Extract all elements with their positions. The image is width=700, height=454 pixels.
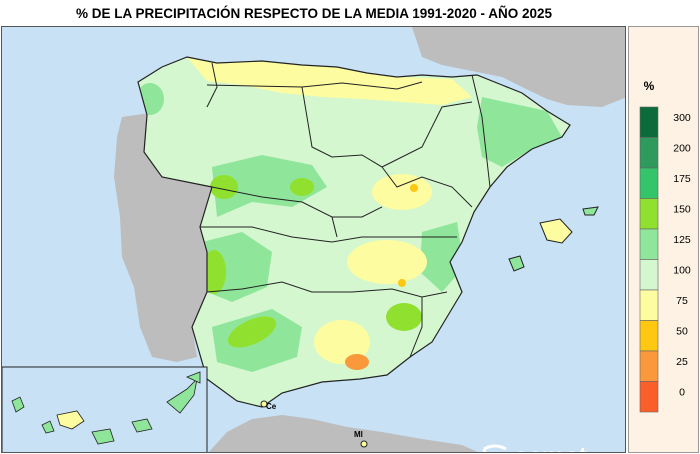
legend-panel: % 300 200 175 150 125 100 75 50 25 0 [628, 26, 699, 453]
africa-land [208, 415, 478, 452]
island-ibiza [508, 255, 525, 272]
map-svg [2, 27, 625, 452]
melilla-marker [360, 440, 368, 448]
legend-label-75: 75 [676, 295, 688, 307]
zone-spot-150-b [290, 178, 314, 196]
aemet-logo-text: aemet [514, 441, 587, 452]
legend-scale: 300 200 175 150 125 100 75 50 25 0 [639, 106, 691, 413]
portugal-land [114, 113, 212, 362]
legend-label-0: 0 [679, 387, 685, 399]
zone-south-25 [345, 354, 369, 370]
legend-label-300: 300 [673, 112, 691, 124]
legend-label-200: 200 [673, 143, 691, 155]
legend-label-25: 25 [676, 356, 688, 368]
legend-swatch-150 [639, 198, 659, 230]
island-menorca [582, 206, 599, 216]
legend-label-175: 175 [673, 173, 691, 185]
legend-swatch-50 [639, 320, 659, 352]
zone-center-75-a [372, 174, 432, 210]
zone-south-75 [314, 320, 370, 364]
legend-unit: % [643, 79, 655, 93]
zone-spot-150-d [227, 316, 277, 348]
legend-label-100: 100 [673, 265, 691, 277]
zone-valencia-125 [420, 222, 464, 292]
zone-spot-150-e [386, 303, 422, 331]
legend-swatch-300 [639, 106, 659, 138]
region-borders [200, 62, 491, 358]
legend-swatch-175 [639, 167, 659, 199]
legend-swatch-125 [639, 228, 659, 260]
map-panel: Ce Ml aemet [1, 26, 626, 453]
legend-label-125: 125 [673, 234, 691, 246]
legend-swatch-25 [639, 350, 659, 382]
zone-spot-50-b [398, 279, 406, 287]
legend-label-150: 150 [673, 204, 691, 216]
canary-islands [11, 371, 201, 445]
zone-north-75 [187, 57, 472, 105]
legend-swatch-200 [639, 137, 659, 169]
ceuta-marker [260, 400, 268, 408]
city-label-melilla: Ml [354, 430, 363, 439]
legend-label-50: 50 [676, 326, 688, 338]
zone-spot-150-c [202, 250, 226, 294]
legend-swatch-75 [639, 289, 659, 321]
city-label-ceuta: Ce [266, 402, 277, 411]
zone-spot-150-a [210, 175, 238, 199]
zone-center-75-b [347, 240, 427, 284]
aemet-logo-icon [482, 444, 507, 452]
zone-northeast-125 [477, 97, 562, 167]
island-mallorca [539, 218, 573, 244]
legend-swatch-100 [639, 259, 659, 291]
france-land [412, 27, 625, 107]
legend-swatch-0 [639, 381, 659, 413]
aemet-logo: aemet [480, 441, 587, 452]
map-title: % DE LA PRECIPITACIÓN RESPECTO DE LA MED… [75, 5, 553, 21]
zone-spot-50-a [410, 184, 418, 192]
